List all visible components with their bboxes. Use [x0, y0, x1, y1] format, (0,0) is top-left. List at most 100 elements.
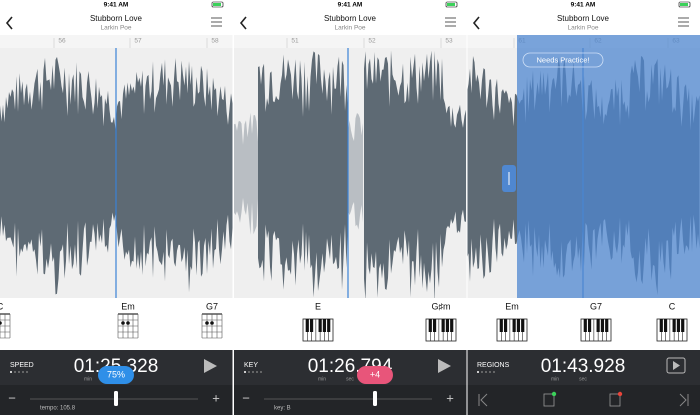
chord-name: G♯m — [432, 301, 451, 311]
battery-level — [447, 3, 455, 6]
waveform — [234, 112, 258, 235]
chord-diagram — [496, 318, 528, 342]
bar-number: 51 — [291, 38, 299, 45]
mode-label: KEY — [244, 362, 258, 369]
chord-name: Em — [121, 301, 135, 311]
status-time: 9:41 AM — [338, 2, 363, 9]
bar-number: 56 — [58, 38, 66, 45]
slider-panel — [467, 385, 700, 415]
settings-button[interactable] — [678, 17, 689, 27]
mode-label: SPEED — [10, 362, 34, 369]
chord-name: G7 — [206, 301, 218, 311]
value-badge-text: 75% — [107, 369, 125, 379]
black-key — [521, 319, 525, 332]
battery-level — [680, 3, 688, 6]
play-button[interactable] — [438, 359, 451, 373]
back-button[interactable] — [239, 16, 247, 30]
song-artist: Larkin Poe — [334, 25, 365, 32]
black-key — [587, 319, 592, 332]
settings-button[interactable] — [445, 17, 456, 27]
bar-number: 57 — [134, 38, 142, 45]
black-key — [681, 319, 685, 332]
phone-screen: 9:41 AM Stubborn Love Larkin Poe 56 57 58 C Em G… — [0, 0, 233, 415]
black-key — [309, 319, 314, 332]
back-button[interactable] — [5, 16, 13, 30]
mode-dot — [248, 371, 250, 373]
mode-dot — [22, 371, 24, 373]
black-key — [499, 319, 503, 332]
song-title: Stubborn Love — [324, 14, 377, 23]
minus-button[interactable]: − — [242, 390, 250, 405]
chord-name: G7 — [590, 301, 602, 311]
minus-button[interactable]: − — [8, 390, 16, 405]
plus-button[interactable]: + — [446, 390, 454, 405]
slider-thumb[interactable] — [114, 391, 118, 406]
mode-dot — [256, 371, 258, 373]
chord-diagram — [302, 318, 334, 342]
chord-diagram — [201, 313, 223, 339]
chord-diagram — [0, 313, 11, 339]
slider-panel — [234, 385, 467, 415]
black-key — [327, 319, 331, 332]
region-label: Needs Practice! — [537, 55, 590, 64]
black-key — [659, 319, 663, 332]
mode-dot — [14, 371, 16, 373]
mode-dot — [260, 371, 262, 373]
chord-name: C — [0, 301, 4, 311]
loop-play — [673, 361, 680, 370]
time-display: 01:43.928 — [541, 356, 626, 377]
black-key — [600, 319, 605, 332]
time-unit: min — [318, 376, 326, 382]
finger-dot — [121, 321, 125, 325]
bar-number: 52 — [368, 38, 376, 45]
chord-diagram — [425, 318, 457, 342]
mode-dot — [252, 371, 254, 373]
chord-name: E — [315, 301, 321, 311]
chord-diagram — [117, 313, 139, 339]
black-key — [318, 319, 322, 332]
settings-button[interactable] — [211, 17, 222, 27]
play-button[interactable] — [204, 359, 217, 373]
back-button[interactable] — [472, 16, 480, 30]
black-key — [450, 319, 454, 332]
black-key — [432, 319, 437, 332]
black-key — [583, 319, 587, 332]
mode-dot — [489, 371, 491, 373]
mode-label: REGIONS — [477, 362, 510, 369]
song-title: Stubborn Love — [557, 14, 610, 23]
region-button[interactable] — [609, 393, 621, 407]
battery — [678, 1, 691, 8]
mode-dot — [10, 371, 12, 373]
chord-name: C — [669, 301, 676, 311]
finger-dot — [205, 321, 209, 325]
finger-dot — [210, 321, 214, 325]
song-artist: Larkin Poe — [100, 25, 131, 32]
black-key — [512, 319, 516, 332]
black-key — [672, 319, 676, 332]
skip-forward[interactable] — [679, 393, 689, 407]
region-button[interactable] — [543, 393, 555, 407]
finger-dot — [0, 321, 2, 325]
battery — [445, 1, 458, 8]
value-badge — [357, 366, 393, 384]
slider-thumb[interactable] — [373, 391, 377, 406]
loop-button[interactable] — [666, 357, 686, 374]
mode-dot — [26, 371, 28, 373]
mode-dot — [485, 371, 487, 373]
control-panel — [467, 350, 700, 385]
mode-dot — [493, 371, 495, 373]
chord-strip — [0, 298, 233, 350]
status-time: 9:41 AM — [104, 2, 129, 9]
practice-region — [517, 35, 700, 298]
black-key — [663, 319, 668, 332]
skip-back[interactable] — [478, 393, 488, 407]
plus-button[interactable]: + — [212, 390, 220, 405]
song-title: Stubborn Love — [90, 14, 143, 23]
time-unit: min — [84, 376, 92, 382]
region-status — [617, 391, 623, 397]
time-unit: sec — [579, 376, 587, 382]
setting-value: tempo: 105.8 — [40, 406, 76, 412]
battery — [211, 1, 224, 8]
